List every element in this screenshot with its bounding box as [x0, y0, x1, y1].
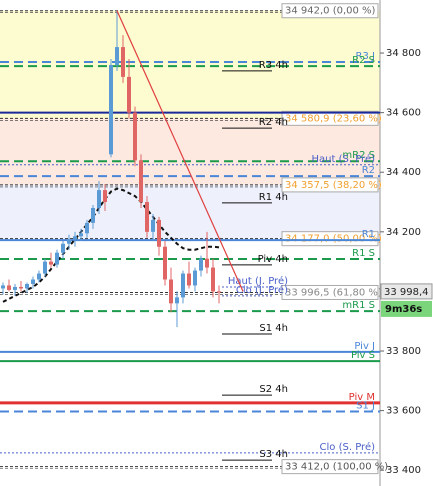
candle-body	[13, 286, 17, 290]
level-label: R2	[362, 165, 375, 176]
level-label: Piv S	[351, 350, 375, 361]
level-label: R2 S	[352, 55, 375, 66]
fib-zone	[0, 10, 380, 119]
candle-body	[79, 233, 83, 237]
candle-body	[73, 236, 77, 240]
candle-body	[115, 47, 119, 65]
candle-body	[31, 279, 35, 284]
candle-body	[19, 286, 23, 289]
y-tick-label: 34 600	[386, 108, 421, 119]
candle-body	[139, 160, 143, 203]
candle-body	[175, 297, 179, 304]
candle-body	[25, 283, 29, 289]
candle-body	[205, 258, 209, 268]
candle-body	[193, 270, 197, 286]
fib-label: 34 942,0 (0,00 %)	[285, 6, 376, 17]
candle-body	[217, 291, 221, 293]
level-label: R1 4h	[259, 192, 288, 203]
candle-body	[37, 273, 41, 280]
timer-box	[381, 300, 432, 317]
level-label: Piv M	[349, 392, 375, 403]
candle-body	[55, 252, 59, 265]
y-tick-label: 33 400	[386, 465, 421, 476]
level-label: S2 4h	[259, 384, 288, 395]
candle-body	[7, 285, 11, 290]
fib-zone	[0, 118, 380, 185]
fib-label: 34 357,5 (38,20 %)	[285, 180, 382, 191]
level-label: mR1 S	[342, 300, 375, 311]
moving-average	[2, 187, 220, 303]
level-label: mR2 S	[342, 150, 375, 161]
fib-label-box	[281, 231, 379, 247]
fib-label-box	[281, 284, 379, 300]
level-label: Clo (J. Pré)	[236, 284, 288, 296]
fib-label: 33 412,0 (100,00 %)	[285, 462, 388, 473]
candle-body	[85, 222, 89, 234]
timer-label: 9m36s	[385, 304, 422, 315]
fib-label-box	[281, 110, 379, 126]
level-label: R3 4h	[259, 60, 288, 71]
y-tick-label: 34 400	[386, 167, 421, 178]
candle-body	[97, 190, 101, 208]
candle-body	[181, 273, 185, 298]
fib-label-box	[281, 459, 379, 475]
trendline	[116, 10, 244, 292]
fib-label-box	[281, 177, 379, 193]
fib-zone	[0, 184, 380, 239]
candle-body	[49, 261, 53, 265]
level-label: R1	[362, 229, 375, 240]
candle-body	[187, 273, 191, 286]
fib-zone	[0, 292, 380, 467]
level-label: R1 S	[352, 248, 375, 259]
y-tick-label: 34 800	[386, 48, 421, 59]
y-tick-label: 33 800	[386, 346, 421, 357]
candle-body	[127, 76, 131, 113]
fib-label: 33 996,5 (61,80 %)	[285, 287, 382, 298]
level-label: S1 4h	[259, 323, 288, 334]
level-label: Piv J	[354, 341, 375, 352]
candle-body	[211, 267, 215, 292]
candle-body	[169, 279, 173, 304]
candle-body	[121, 47, 125, 77]
candle-body	[61, 243, 65, 253]
candle-body	[91, 207, 95, 223]
candle-body	[103, 190, 107, 203]
candle-body	[163, 246, 167, 280]
level-label: Clo (S. Pré)	[320, 441, 376, 453]
level-label: Haut (J. Pré)	[228, 275, 288, 287]
candle-body	[199, 258, 203, 271]
candle-body	[145, 202, 149, 232]
level-label: S3 4h	[259, 449, 288, 460]
candle-body	[1, 285, 5, 289]
y-tick-label: 33 600	[386, 406, 421, 417]
y-tick-label: 34 200	[386, 227, 421, 238]
last-price-box	[380, 283, 433, 300]
level-label: Haut (S. Pré)	[312, 153, 376, 165]
candle-body	[109, 64, 113, 155]
level-label: R3 J	[356, 51, 375, 62]
candle-body	[151, 219, 155, 232]
candle-body	[67, 239, 71, 244]
candle-body	[133, 112, 137, 161]
level-label: S1 J	[356, 401, 375, 412]
last-price-label: 33 998,4	[384, 287, 429, 298]
candle-body	[157, 219, 161, 247]
candle-body	[43, 261, 47, 274]
level-label: Piv 4h	[258, 254, 288, 265]
fib-label-box	[281, 3, 379, 19]
level-label: R2 4h	[259, 117, 288, 128]
fib-label: 34 580,9 (23,60 %)	[285, 113, 382, 124]
